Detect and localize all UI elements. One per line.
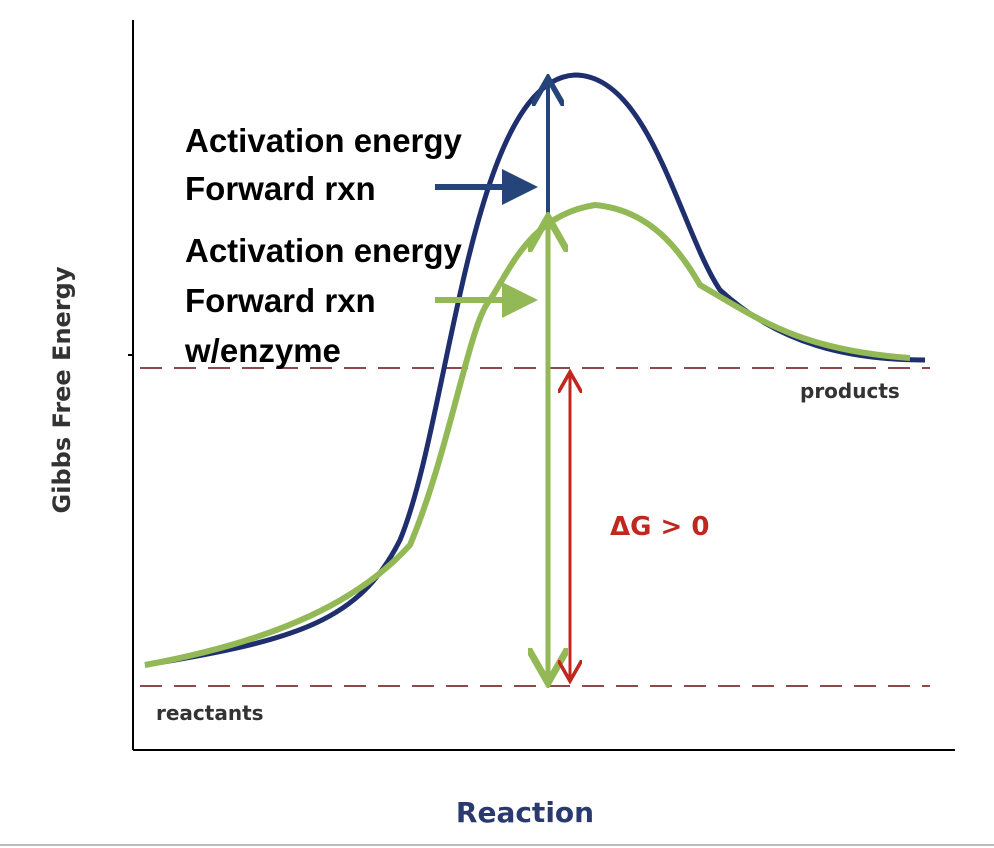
- annotation-text: w/enzyme: [184, 332, 341, 369]
- annotation-text: Forward rxn: [185, 282, 376, 319]
- delta-g-label: ΔG > 0: [610, 512, 709, 542]
- x-axis-label: Reaction: [456, 796, 594, 829]
- annotation-text: Forward rxn: [185, 170, 376, 207]
- catalyzed-curve: [144, 201, 911, 668]
- annotation-text: Activation energy: [185, 122, 463, 159]
- products-label: products: [800, 379, 900, 403]
- axes: [128, 20, 955, 751]
- annotation-text: Activation energy: [185, 232, 463, 269]
- y-axis-label: Gibbs Free Energy: [48, 266, 76, 513]
- uncatalyzed-curve: [144, 72, 926, 668]
- reactants-label: reactants: [156, 701, 264, 725]
